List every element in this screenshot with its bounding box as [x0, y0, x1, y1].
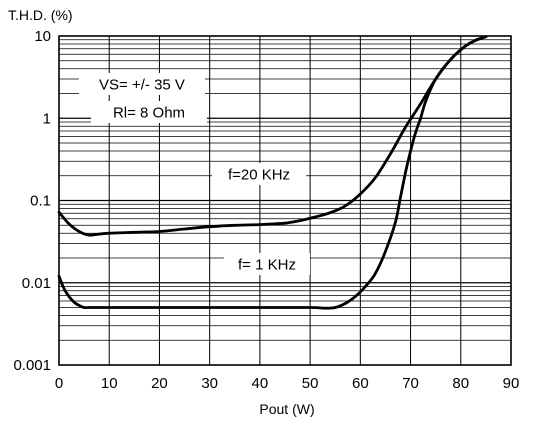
plot-border [58, 35, 512, 366]
annotation-load-bg [91, 101, 207, 123]
y-axis-label: T.H.D. (%) [8, 7, 73, 23]
x-tick-label: 70 [402, 375, 419, 392]
tick-labels: 0 10 20 30 40 50 60 70 80 90 0.001 0.01 0.1 1 10 [13, 28, 519, 392]
plot-frame [58, 35, 512, 366]
annotation-load: Rl= 8 Ohm [113, 105, 185, 122]
grid [59, 36, 511, 365]
x-tick-label: 80 [452, 375, 469, 392]
x-tick-label: 10 [101, 375, 118, 392]
x-axis-label: Pout (W) [259, 401, 314, 417]
series-line-20khz [57, 35, 488, 237]
x-tick-label: 90 [503, 375, 520, 392]
annotations: VS= +/- 35 V Rl= 8 Ohm f=20 KHz f= 1 KHz [79, 73, 310, 275]
x-tick-label: 20 [151, 375, 168, 392]
y-tick-label: 10 [34, 28, 51, 45]
series-lines [57, 35, 488, 310]
annotation-f-20khz: f=20 KHz [228, 167, 290, 184]
x-tick-label: 60 [352, 375, 369, 392]
annotation-f-1khz-bg [224, 253, 310, 275]
x-tick-label: 50 [302, 375, 319, 392]
y-tick-label: 0.001 [13, 357, 51, 374]
annotation-supply-voltage-bg [79, 73, 205, 95]
x-tick-label: 30 [201, 375, 218, 392]
y-tick-label: 0.01 [22, 275, 51, 292]
annotation-supply-voltage: VS= +/- 35 V [99, 77, 185, 94]
y-tick-label: 0.1 [30, 193, 51, 210]
annotation-f-1khz: f= 1 KHz [238, 257, 296, 274]
x-tick-label: 0 [55, 375, 63, 392]
series-line-1khz [57, 35, 488, 310]
annotation-f-20khz-bg [212, 163, 306, 185]
y-tick-label: 1 [43, 110, 51, 127]
x-tick-label: 40 [252, 375, 269, 392]
